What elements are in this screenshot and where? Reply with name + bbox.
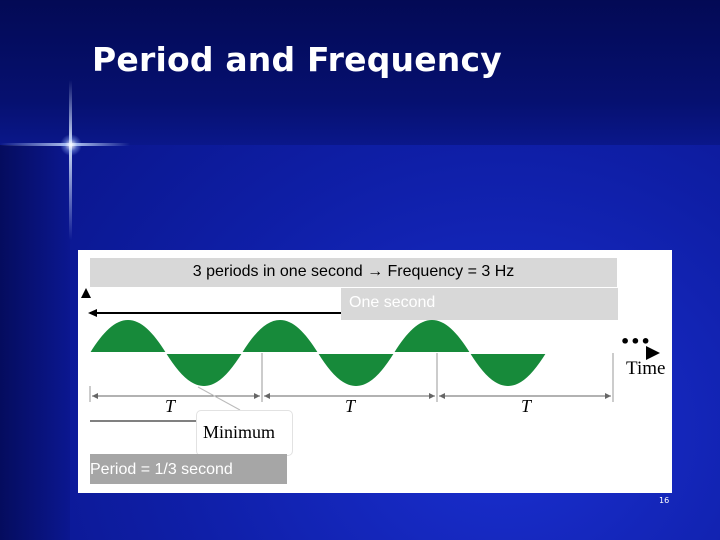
minimum-callout: Minimum [196,410,293,456]
minimum-label: Minimum [203,422,276,442]
period-label-2: T [345,396,356,416]
amplitude-axis-arrow-icon [81,288,91,298]
period-arrowhead-icon [429,393,435,399]
period-arrowhead-icon [264,393,270,399]
one-second-arrowhead-icon [88,309,97,317]
slide-title: Period and Frequency [92,40,502,79]
left-band [0,145,70,540]
time-axis-label: Time [626,358,666,379]
period-arrowhead-icon [439,393,445,399]
continuation-dots: ••• [620,332,651,351]
light-flare-glow [60,134,82,156]
time-axis-arrow-icon [646,346,660,360]
period-arrowhead-icon [254,393,260,399]
period-arrowhead-icon [605,393,611,399]
period-arrowhead-icon [92,393,98,399]
light-flare-vertical [69,80,72,240]
period-caption: Period = 1/3 second [90,461,233,478]
one-second-label: One second [349,294,436,311]
minimum-pointer [197,386,241,411]
frequency-caption: 3 periods in one second → Frequency = 3 … [192,263,515,280]
header-band [0,0,720,145]
page-number: 16 [659,496,670,505]
period-label-1: T [165,396,176,416]
wave-figure: 3 periods in one second → Frequency = 3 … [78,250,672,493]
frequency-caption-box: 3 periods in one second → Frequency = 3 … [90,258,617,287]
period-caption-box: Period = 1/3 second [90,454,287,484]
one-second-box: One second [341,288,618,320]
period-label-3: T [521,396,532,416]
